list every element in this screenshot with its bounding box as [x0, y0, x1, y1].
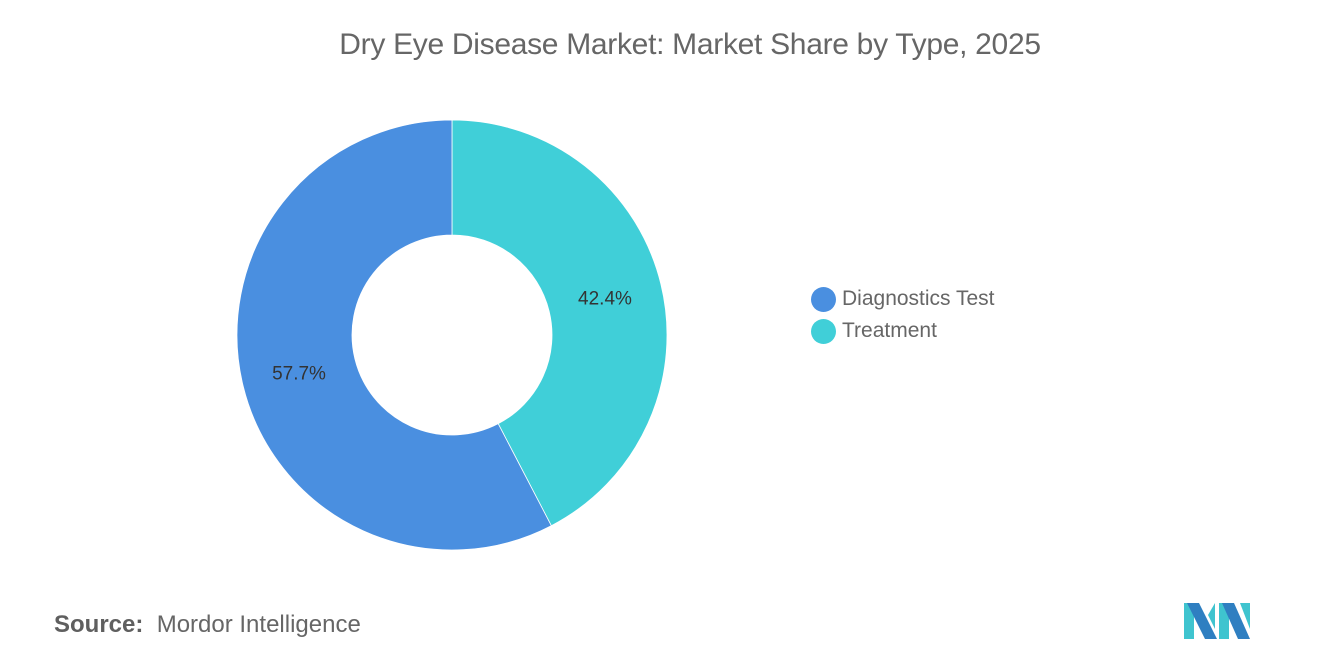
legend-label: Diagnostics Test	[842, 287, 995, 310]
mordor-intelligence-logo-icon	[1184, 603, 1250, 639]
source-prefix: Source:	[54, 611, 144, 638]
legend-dot-icon	[811, 318, 836, 344]
slice-value-label: 42.4%	[578, 289, 632, 310]
source-note: Source: Mordor Intelligence	[54, 611, 361, 639]
legend-dot-icon	[811, 286, 836, 312]
donut-slice-diagnostics-test[interactable]	[236, 119, 552, 551]
donut-slice-treatment[interactable]	[451, 119, 668, 527]
legend-label: Treatment	[842, 319, 937, 342]
chart-title: Dry Eye Disease Market: Market Share by …	[339, 28, 1041, 61]
source-name: Mordor Intelligence	[156, 611, 361, 638]
legend-item-diagnostics-test[interactable]: Diagnostics Test	[811, 283, 995, 315]
donut-slices	[236, 119, 668, 551]
legend-item-treatment[interactable]: Treatment	[811, 315, 995, 347]
legend: Diagnostics Test Treatment	[811, 283, 995, 347]
donut-slice-labels: 42.4% 57.7%	[272, 289, 632, 385]
slice-value-label: 57.7%	[272, 363, 326, 384]
